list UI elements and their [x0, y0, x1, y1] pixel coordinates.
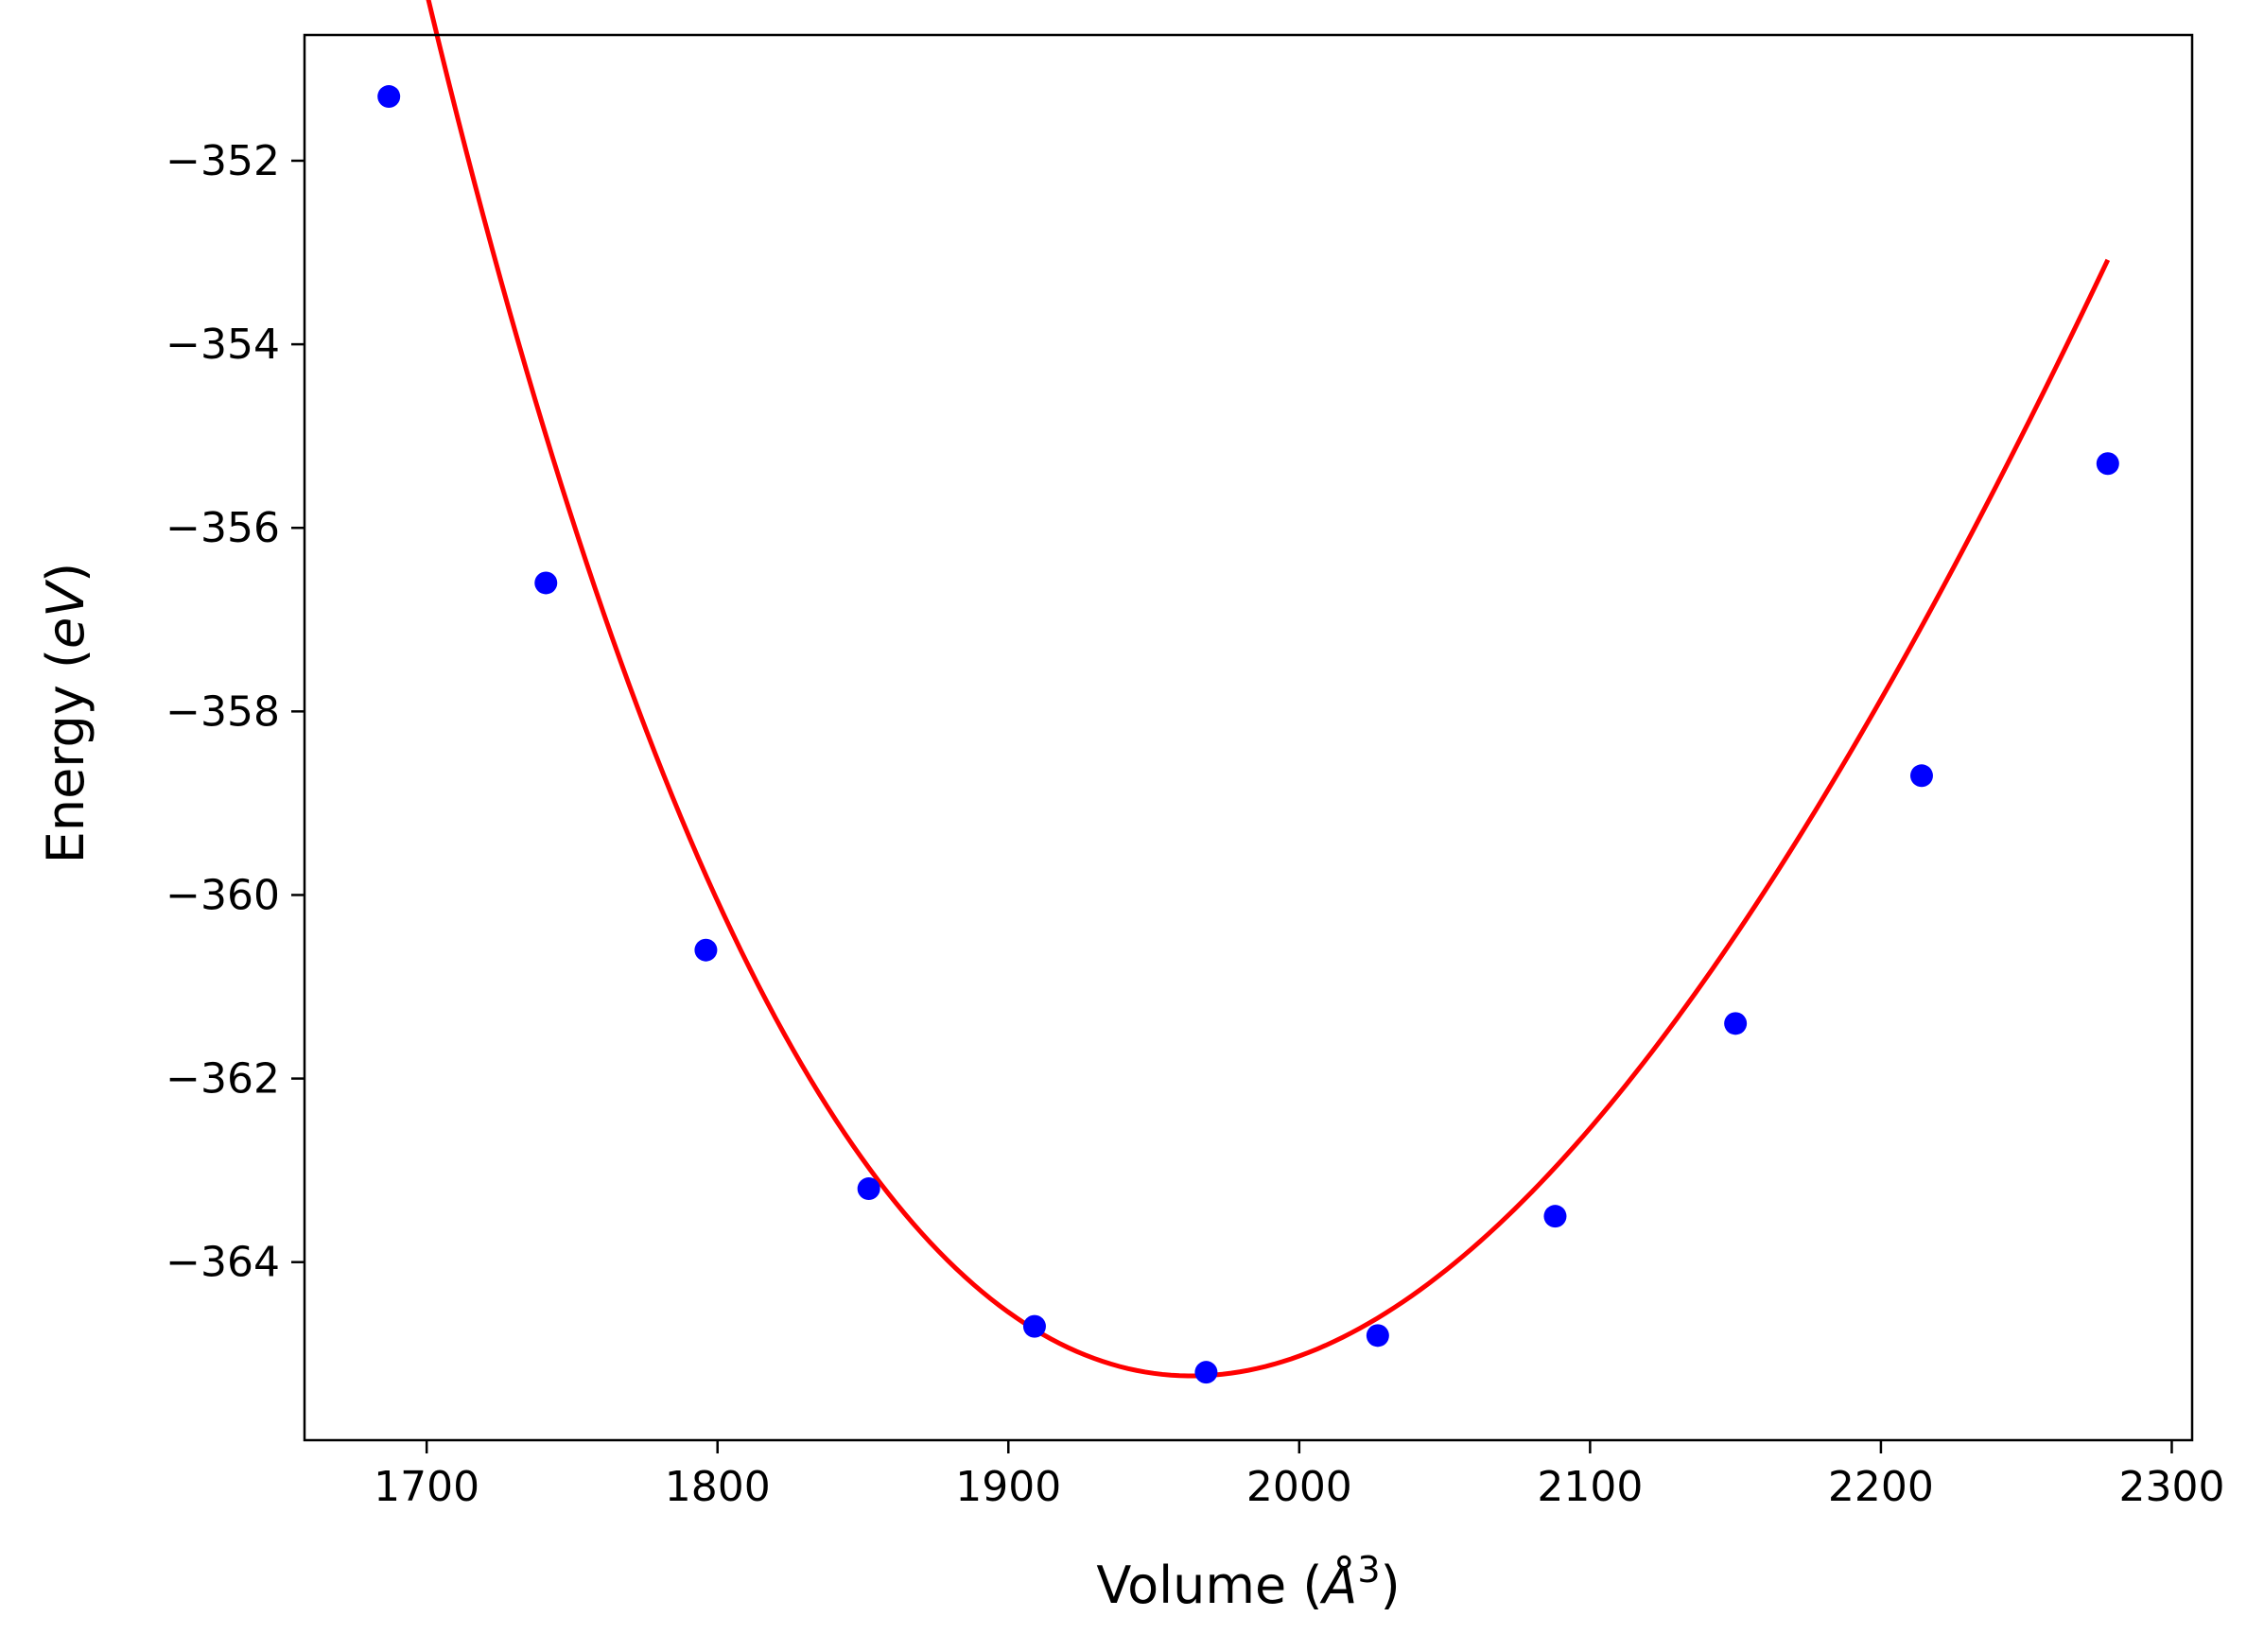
data-point [534, 571, 558, 595]
y-tick-label: −364 [165, 1239, 280, 1287]
data-point [857, 1177, 880, 1201]
x-tick-label: 2200 [1828, 1463, 1934, 1511]
axes-frame [303, 33, 2194, 1442]
fit-curve [426, 0, 2111, 1379]
x-tick-label: 2300 [2118, 1463, 2224, 1511]
y-tick-label: −360 [165, 871, 280, 919]
y-axis-ticks: −352 −354 −356 −358 −360 −362 −364 [165, 137, 305, 1287]
data-point [2096, 452, 2119, 476]
y-tick-label: −356 [165, 504, 280, 552]
data-point [377, 85, 401, 109]
y-tick-label: −362 [165, 1055, 280, 1104]
data-points [377, 85, 2119, 1384]
data-point [1366, 1324, 1389, 1348]
data-point [1022, 1314, 1046, 1338]
x-tick-label: 2100 [1537, 1463, 1643, 1511]
x-tick-label: 1700 [374, 1463, 479, 1511]
y-tick-label: −354 [165, 321, 280, 369]
data-point [1909, 764, 1933, 788]
data-point [1724, 1012, 1748, 1035]
x-axis-label: Volume (Å3) [1096, 1549, 1400, 1615]
y-tick-label: −358 [165, 687, 280, 736]
x-tick-label: 2000 [1246, 1463, 1352, 1511]
y-tick-label: −352 [165, 137, 280, 185]
x-tick-label: 1900 [955, 1463, 1061, 1511]
data-point [694, 938, 718, 962]
x-tick-label: 1800 [665, 1463, 771, 1511]
data-point [1543, 1205, 1567, 1228]
y-axis-label: Energy (eV) [36, 563, 96, 864]
plot-area [377, 0, 2119, 1384]
data-point [1194, 1361, 1218, 1384]
x-axis-ticks: 1700 1800 1900 2000 2100 2200 2300 [374, 1440, 2224, 1511]
